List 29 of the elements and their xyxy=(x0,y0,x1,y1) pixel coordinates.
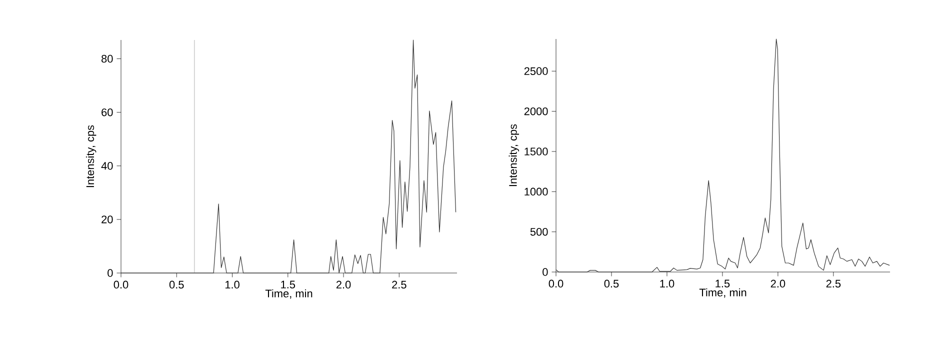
x-axis-title: Time, min xyxy=(265,289,312,299)
x-tick-label: 0.5 xyxy=(604,280,619,288)
y-tick-label: 0 xyxy=(108,269,113,277)
y-tick-label: 40 xyxy=(101,162,113,170)
y-tick-label: 2500 xyxy=(524,67,548,76)
x-tick-label: 1.5 xyxy=(716,280,730,288)
y-tick-label: 500 xyxy=(530,228,548,236)
x-tick-label: 2.0 xyxy=(336,280,351,289)
line-series xyxy=(556,38,890,272)
x-tick-label: 1.0 xyxy=(225,280,240,289)
x-tick-label: 0.0 xyxy=(114,280,128,289)
y-tick-label: 80 xyxy=(102,54,113,63)
line-series xyxy=(120,40,456,274)
y-axis-title: Intensity, cps xyxy=(508,124,520,186)
y-tick-label: 2000 xyxy=(524,107,548,116)
x-tick-label: 2.5 xyxy=(392,280,406,289)
x-tick-label: 0.5 xyxy=(169,280,184,289)
y-tick-label: 1000 xyxy=(524,188,548,196)
x-axis-title: Time, min xyxy=(699,288,746,298)
x-tick-label: 1.0 xyxy=(660,280,674,288)
y-axis-title: Intensity, cps xyxy=(86,125,96,188)
x-tick-label: 2.0 xyxy=(770,280,786,288)
y-tick-label: 0 xyxy=(542,268,548,276)
y-tick-label: 1500 xyxy=(524,148,548,156)
y-tick-label: 20 xyxy=(102,216,113,224)
x-tick-label: 0.0 xyxy=(548,280,564,288)
x-tick-label: 2.5 xyxy=(826,280,841,288)
x-tick-label: 1.5 xyxy=(281,280,296,288)
y-tick-label: 60 xyxy=(102,108,113,116)
